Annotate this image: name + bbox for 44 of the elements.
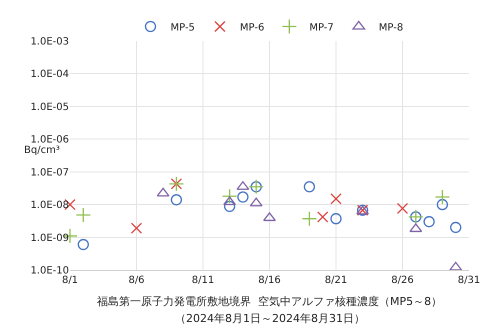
point xyxy=(130,222,142,234)
point xyxy=(302,211,318,226)
point xyxy=(78,238,89,250)
x-tick-label: 8/1 xyxy=(62,275,78,286)
point xyxy=(330,213,342,224)
point xyxy=(170,194,182,206)
point xyxy=(450,222,462,234)
legend-label: MP-8 xyxy=(378,22,404,34)
point xyxy=(223,196,236,206)
point xyxy=(434,189,450,205)
text: （2024年8月1日～2024年8月31日） xyxy=(175,312,365,325)
point xyxy=(76,207,91,223)
point xyxy=(156,188,170,197)
x-tick-label: 8/16 xyxy=(258,275,281,286)
y-tick-label: 1.0E-09 xyxy=(30,232,69,244)
legend-label: MP-7 xyxy=(309,22,334,34)
y-tick-label: 1.0E-10 xyxy=(30,266,69,276)
point xyxy=(409,223,422,232)
point xyxy=(317,211,328,223)
point xyxy=(330,193,342,204)
x-tick-label: 8/31 xyxy=(458,275,480,286)
legend-label: MP-5 xyxy=(170,22,195,34)
legend-label: MP-6 xyxy=(240,22,264,34)
y-axis-title: Bq/cm³ xyxy=(24,145,60,156)
point xyxy=(396,202,408,214)
y-tick-label: 1.0E-08 xyxy=(30,200,69,212)
point xyxy=(423,216,435,228)
point xyxy=(436,198,448,210)
x-tick-label: 8/11 xyxy=(192,275,214,286)
point xyxy=(449,262,462,271)
point xyxy=(237,191,249,203)
x-tick-label: 8/21 xyxy=(324,275,348,286)
text: 福島第一原子力発電所敷地境界 空気中アルファ核種濃度（MP5～8） xyxy=(97,295,442,308)
y-tick-label: 1.0E-05 xyxy=(30,102,69,113)
y-tick-label: 1.0E-06 xyxy=(30,134,69,146)
point xyxy=(304,181,316,192)
x-tick-label: 8/26 xyxy=(391,275,414,286)
point xyxy=(222,188,238,204)
x-tick-label: 8/6 xyxy=(128,275,145,286)
point xyxy=(263,212,276,222)
y-tick-label: 1.0E-04 xyxy=(30,69,69,80)
y-tick-label: 1.0E-07 xyxy=(30,167,69,178)
y-tick-label: 1.0E-03 xyxy=(30,36,69,48)
point xyxy=(224,200,236,212)
